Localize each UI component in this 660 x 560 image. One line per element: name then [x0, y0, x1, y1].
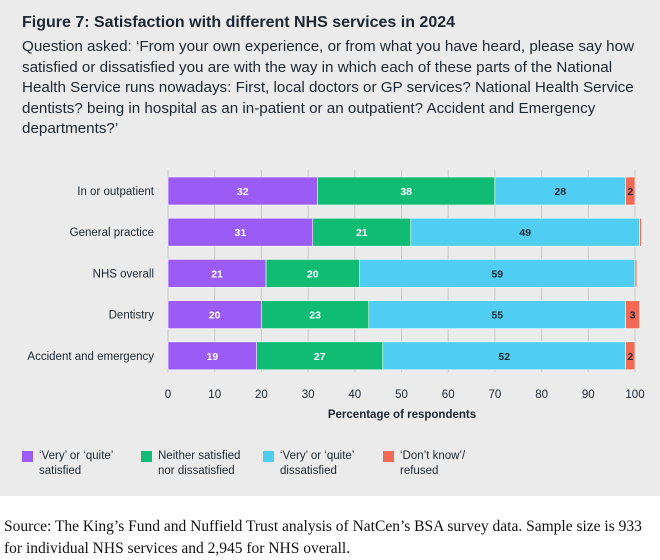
- legend-swatch-satisfied: [22, 451, 33, 462]
- bar-segment-neither: [312, 217, 412, 247]
- category-label: NHS overall: [93, 268, 154, 280]
- legend-label-line2: nor dissatisfied: [158, 464, 235, 477]
- data-label: 21: [211, 268, 223, 280]
- bar-segment-satisfied: [167, 341, 258, 371]
- data-label: 52: [498, 351, 510, 363]
- bars: 32 38 28 2 31 21 49 21 20 59 20 23 55 3 19 27 52 2: [167, 176, 642, 371]
- category-label: Accident and emergency: [27, 351, 154, 363]
- legend-swatch-dont-know: [383, 451, 394, 462]
- x-tick-label: 10: [208, 389, 221, 401]
- data-label: 21: [356, 227, 368, 239]
- bar-segment-satisfied: [167, 217, 314, 247]
- data-label: 28: [554, 186, 566, 198]
- legend-label-line2: dissatisfied: [280, 464, 337, 477]
- legend-label-line1: ‘Don’t know’/: [400, 450, 466, 462]
- bar-segment-dissatisfied: [410, 217, 640, 247]
- bar-segment-dont-know: [625, 176, 636, 206]
- x-tick-label: 60: [442, 389, 455, 401]
- category-label: General practice: [70, 227, 154, 239]
- bar-segment-satisfied: [167, 259, 267, 288]
- legend-swatch-dissatisfied: [263, 451, 274, 462]
- data-label: 59: [491, 268, 503, 280]
- category-label: Dentistry: [109, 310, 155, 322]
- legend-label-line1: ‘Very’ or ‘quite’: [39, 450, 114, 462]
- legend-label-line2: satisfied: [39, 464, 82, 477]
- figure-question: Question asked: ‘From your own experienc…: [22, 38, 635, 137]
- figure-panel: Figure 7: Satisfaction with different NH…: [0, 0, 660, 496]
- data-label: 32: [237, 186, 249, 198]
- bar-segment-satisfied: [167, 300, 262, 329]
- data-label: 55: [491, 310, 503, 322]
- bar-segment-neither: [261, 300, 370, 329]
- figure-title: Figure 7: Satisfaction with different NH…: [22, 14, 456, 31]
- x-tick-label: 70: [489, 389, 502, 401]
- data-label: 31: [235, 227, 247, 239]
- data-label: 23: [309, 310, 321, 322]
- bar-segment-dont-know: [634, 259, 638, 288]
- x-tick-label: 80: [535, 389, 548, 401]
- bar-segment-dissatisfied: [368, 300, 626, 329]
- data-label: 49: [519, 227, 531, 239]
- bar-segment-dissatisfied: [494, 176, 626, 206]
- category-labels: In or outpatient General practice NHS over…: [27, 186, 154, 363]
- data-label: 19: [207, 351, 219, 363]
- category-label: In or outpatient: [77, 186, 155, 198]
- legend-label-line2: refused: [400, 464, 439, 477]
- x-tick-label: 20: [255, 389, 268, 401]
- bar-segment-dont-know: [625, 300, 640, 329]
- data-label: 2: [627, 351, 633, 363]
- legend-label-line1: Neither satisfied: [158, 450, 241, 462]
- x-tick-labels: 0 10 20 30 40 50 60 70 80 90 100: [165, 389, 645, 401]
- legend-swatch-neither: [141, 451, 152, 462]
- bar-segment-neither: [265, 259, 360, 288]
- data-label: 20: [209, 310, 221, 322]
- data-label: 27: [314, 351, 326, 363]
- bar-segment-dissatisfied: [359, 259, 636, 288]
- legend-label-line1: ‘Very’ or ‘quite’: [280, 450, 355, 462]
- bar-segment-dont-know: [639, 217, 642, 247]
- x-tick-label: 40: [348, 389, 361, 401]
- source-note: Source: The King’s Fund and Nuffield Tru…: [4, 518, 642, 557]
- x-tick-label: 100: [625, 389, 644, 401]
- data-label: 2: [627, 186, 633, 198]
- x-tick-label: 50: [395, 389, 408, 401]
- x-tick-label: 90: [582, 389, 595, 401]
- data-label: 20: [307, 268, 319, 280]
- data-label: 3: [630, 310, 636, 322]
- bar-segment-neither: [256, 341, 384, 371]
- x-tick-label: 30: [302, 389, 315, 401]
- bar-segment-dissatisfied: [382, 341, 626, 371]
- x-tick-label: 0: [165, 389, 171, 401]
- stacked-bar-chart: 32 38 28 2 31 21 49 21 20 59 20 23 55 3 19 27 52 2 In or …: [27, 170, 645, 421]
- bar-segment-dont-know: [625, 341, 636, 371]
- x-axis-title: Percentage of respondents: [328, 409, 476, 421]
- data-label: 38: [400, 186, 412, 198]
